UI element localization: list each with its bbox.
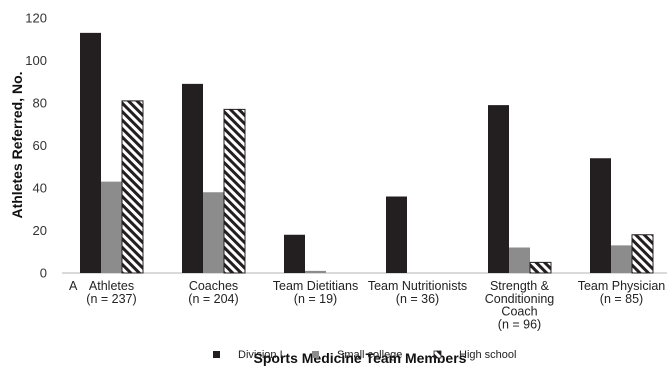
category-label: (n = 96): [498, 317, 541, 331]
category-label: Team Physician: [578, 279, 666, 293]
category-label: Team Dietitians: [273, 279, 358, 293]
bar-1-2: [305, 270, 326, 273]
bar-2-1: [223, 108, 246, 274]
legend-swatch: [213, 351, 220, 358]
category-label: Athletes: [89, 279, 134, 293]
legend: Division I Small college High school: [213, 349, 516, 361]
y-tick-label: 60: [33, 138, 47, 153]
y-tick-label: 20: [33, 223, 47, 238]
category-label: Conditioning: [485, 292, 555, 306]
bar-0-5: [590, 158, 611, 273]
bar-1-0: [101, 181, 122, 273]
y-tick-label: 120: [25, 11, 47, 26]
category-label: (n = 36): [396, 292, 439, 306]
category-label: Team Nutritionists: [368, 279, 467, 293]
y-axis-ticks: 0 20 40 60 80 100 120: [25, 11, 47, 281]
category-label: (n = 85): [600, 292, 643, 306]
y-tick-label: 40: [33, 181, 47, 196]
legend-label: Small college: [337, 349, 402, 361]
legend-swatch: [433, 350, 442, 359]
category-label: Strength &: [490, 279, 550, 293]
stray-axis-text: A: [69, 279, 78, 293]
category-label: Coach: [501, 305, 537, 319]
bar-1-5: [611, 245, 632, 273]
y-tick-label: 0: [40, 266, 47, 281]
bar-1-1: [203, 192, 224, 273]
bar-0-4: [488, 105, 509, 273]
legend-swatch: [312, 351, 319, 358]
category-label: (n = 204): [188, 292, 238, 306]
legend-label: Division I: [238, 349, 283, 361]
category-labels: Athletes(n = 237) Coaches(n = 204) Team Di…: [86, 279, 665, 331]
y-tick-label: 100: [25, 53, 47, 68]
bar-1-4: [509, 247, 530, 273]
y-tick-label: 80: [33, 96, 47, 111]
category-label: (n = 237): [86, 292, 136, 306]
bar-0-2: [284, 234, 305, 273]
bar-0-1: [182, 83, 203, 273]
bar-2-0: [121, 100, 144, 274]
bars: [80, 32, 654, 274]
bar-2-4: [529, 261, 552, 274]
category-label: (n = 19): [294, 292, 337, 306]
x-axis-title: Sports Medicine Team Members: [254, 350, 467, 366]
category-label: Coaches: [189, 279, 238, 293]
legend-label: High school: [459, 349, 516, 361]
bar-2-5: [631, 234, 654, 274]
bar-0-3: [386, 196, 407, 273]
bar-0-0: [80, 32, 101, 273]
y-axis-title: Athletes Referred, No.: [9, 71, 25, 218]
